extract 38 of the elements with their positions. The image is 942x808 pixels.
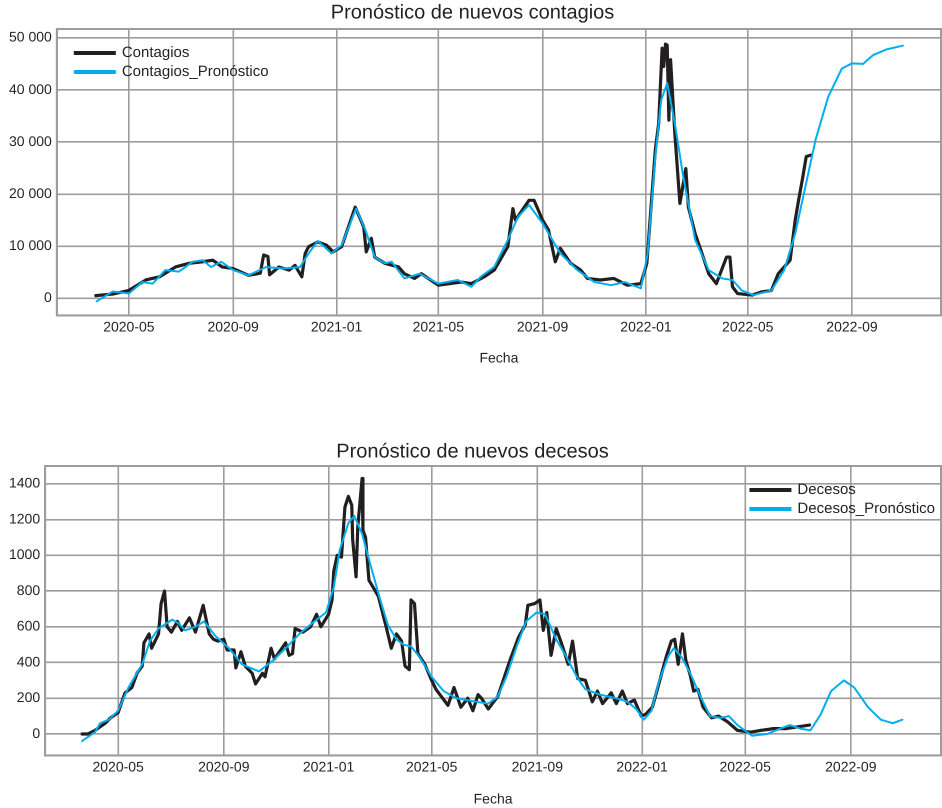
legend-label: Decesos_Pronóstico [797, 500, 936, 518]
x-tick-label: 2020-05 [92, 758, 144, 775]
y-tick-label: 30 000 [8, 132, 52, 149]
chart-title: Pronóstico de nuevos decesos [336, 440, 609, 463]
x-tick-label: 2022-01 [616, 758, 668, 775]
x-tick-label: 2022-01 [620, 318, 672, 335]
y-tick-label: 0 [32, 724, 40, 741]
chart-title: Pronóstico de nuevos contagios [330, 2, 614, 24]
y-tick-label: 600 [16, 618, 40, 634]
y-tick-label: 0 [44, 289, 52, 306]
legend-label: Contagios [122, 44, 190, 62]
y-tick-label: 800 [16, 582, 40, 598]
x-tick-label: 2022-09 [826, 318, 878, 335]
legend-label: Contagios_Pronóstico [122, 63, 269, 80]
y-tick-label: 10 000 [8, 237, 52, 254]
y-tick-label: 1400 [8, 474, 40, 491]
x-tick-label: 2021-01 [302, 758, 354, 775]
y-tick-label: 200 [16, 689, 40, 706]
x-tick-label: 2021-09 [512, 758, 564, 775]
x-tick-label: 2021-01 [310, 318, 362, 335]
x-tick-label: 2021-05 [406, 758, 458, 775]
x-tick-label: 2020-09 [198, 758, 250, 775]
y-tick-label: 1200 [8, 510, 40, 526]
x-tick-label: 2022-09 [825, 758, 877, 775]
y-tick-label: 40 000 [8, 80, 52, 97]
x-tick-label: 2020-09 [207, 318, 260, 335]
x-axis-title: Fecha [479, 349, 519, 366]
y-tick-label: 50 000 [8, 28, 52, 45]
x-tick-label: 2022-05 [719, 758, 772, 775]
y-tick-label: 20 000 [8, 184, 52, 201]
x-tick-label: 2021-09 [516, 318, 568, 335]
y-tick-label: 400 [16, 653, 40, 670]
x-tick-label: 2021-05 [412, 318, 464, 335]
y-tick-label: 1000 [8, 546, 40, 562]
x-axis-title: Fecha [474, 790, 513, 806]
x-tick-label: 2022-05 [722, 318, 774, 335]
legend-label: Decesos [797, 481, 856, 498]
x-tick-label: 2020-05 [103, 318, 155, 335]
